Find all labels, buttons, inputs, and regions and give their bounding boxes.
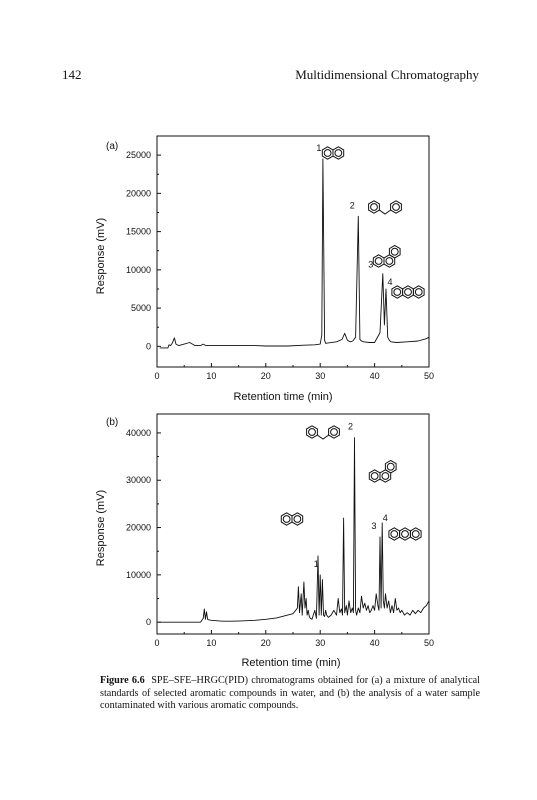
panel-b-structure-fluorene-icon (306, 425, 340, 440)
panel-b-chromatogram-trace (158, 437, 430, 623)
panel-a-y-tick-label: 5000 (131, 303, 151, 313)
panel-b-x-axis-label: Retention time (min) (241, 657, 340, 669)
panel-a-structure-anthracene-icon (391, 285, 425, 299)
panel-b-peak-label-2: 2 (348, 422, 353, 432)
panel-a-structure-naphthalene-icon (321, 146, 345, 160)
running-head: Multidimensional Chromatography (295, 67, 479, 82)
panel-a-x-tick-label: 30 (315, 371, 325, 381)
panel-a-x-tick-label: 20 (261, 371, 271, 381)
panel-b-label: (b) (106, 417, 118, 428)
panel-a-peak-label-4: 4 (388, 277, 393, 287)
panel-b-y-tick-label: 0 (146, 617, 151, 627)
panel-a-peak-label-1: 1 (316, 143, 321, 153)
panel-b-chart: (b) Retention time (min) Response (mV) 0… (95, 413, 434, 669)
panel-b-x-tick-label: 30 (315, 638, 325, 648)
panel-a-structure-fluorene-icon (368, 200, 402, 215)
panel-a-x-tick-label: 10 (206, 371, 216, 381)
panel-b-y-tick-label: 10000 (126, 570, 151, 580)
panel-b-peak-label-4: 4 (383, 513, 388, 523)
panel-b-plot-frame (156, 413, 430, 635)
panel-a-y-tick-label: 15000 (126, 227, 151, 237)
figure-caption-label: Figure 6.6 (100, 675, 145, 686)
panel-a-x-axis-label: Retention time (min) (233, 391, 332, 403)
figure-caption: Figure 6.6 SPE–SFE–HRGC(PID) chromatogra… (100, 675, 480, 713)
panel-b-x-tick-label: 40 (370, 638, 380, 648)
panel-a-y-tick-label: 0 (146, 341, 151, 351)
panel-a-peak-label-2: 2 (350, 200, 355, 210)
panel-b-y-tick-label: 30000 (126, 475, 151, 485)
panel-b-structure-anthracene-icon (388, 527, 422, 541)
panel-b-x-tick-label: 50 (424, 638, 434, 648)
figure-caption-text: SPE–SFE–HRGC(PID) chromatograms obtained… (100, 675, 480, 712)
panel-b-x-tick-label: 20 (261, 638, 271, 648)
panel-b-structure-naphthalene-icon (280, 512, 304, 526)
panel-b-structure-phenanthrene-icon (368, 459, 397, 483)
panel-b-peak-label-1: 1 (314, 559, 319, 569)
panel-b-x-tick-label: 10 (206, 638, 216, 648)
panel-a-y-axis-label: Response (mV) (95, 218, 107, 294)
page-number: 142 (62, 67, 82, 82)
panel-a-plot-frame (156, 135, 430, 368)
panel-b-x-tick-label: 0 (154, 638, 159, 648)
panel-a-x-tick-label: 40 (370, 371, 380, 381)
panel-a-chart: (a) Retention time (min) Response (mV) 0… (95, 135, 434, 403)
panel-a-label: (a) (106, 141, 118, 152)
panel-b-y-tick-label: 40000 (126, 428, 151, 438)
panel-a-structure-phenanthrene-icon (372, 244, 401, 268)
panel-a-y-tick-label: 10000 (126, 265, 151, 275)
panel-a-chromatogram-trace (159, 158, 430, 349)
panel-a-peak-label-3: 3 (368, 260, 373, 270)
panel-b-y-axis-label: Response (mV) (95, 490, 107, 566)
panel-b-y-tick-label: 20000 (126, 523, 151, 533)
panel-b-peak-label-3: 3 (372, 521, 377, 531)
panel-a-x-tick-label: 50 (424, 371, 434, 381)
panel-a-x-tick-label: 0 (154, 371, 159, 381)
panel-a-y-tick-label: 20000 (126, 188, 151, 198)
panel-a-y-tick-label: 25000 (126, 150, 151, 160)
